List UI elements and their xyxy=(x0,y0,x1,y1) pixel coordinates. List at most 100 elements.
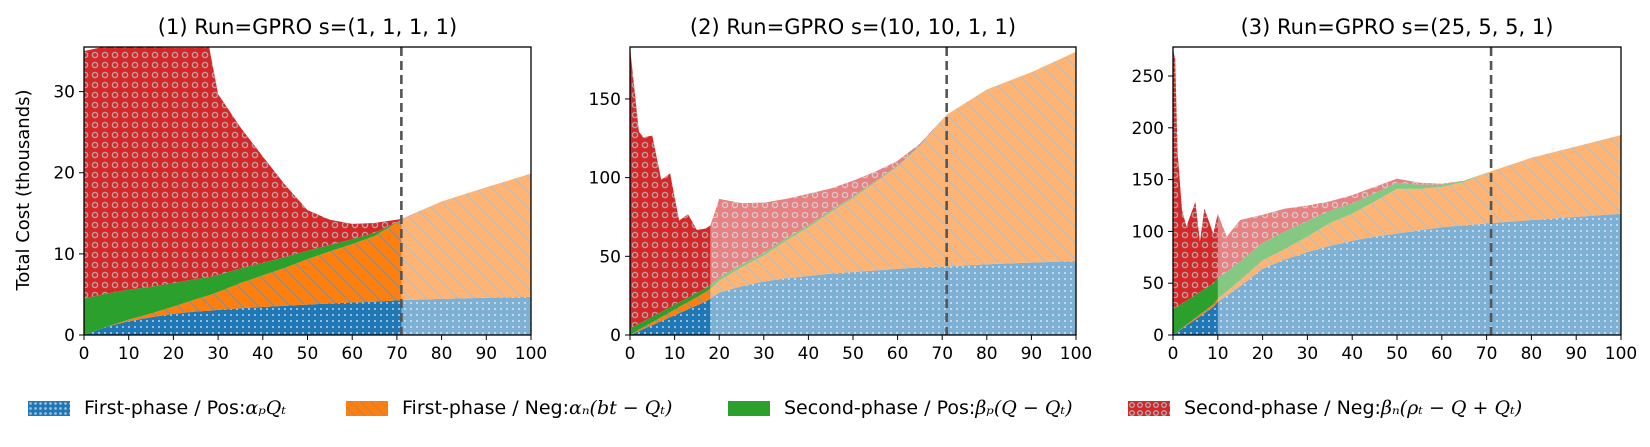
chart-title: (1) Run=GPRO s=(1, 1, 1, 1) xyxy=(158,15,457,39)
area-pattern-first-phase-neg xyxy=(1173,135,1621,335)
legend-swatch-first-phase-pos xyxy=(28,400,70,416)
chart-panel-1: 0 10 20 30 40 50 60 70 80 90 100 0 10 20 30 (1) Run=GPR… xyxy=(53,15,547,364)
area-pattern-first-phase-neg xyxy=(84,173,531,335)
plot-area-3 xyxy=(1173,47,1621,335)
area-first-phase-pos xyxy=(1173,213,1621,335)
x-tick-label: 100 xyxy=(515,344,547,364)
x-tick-label: 80 xyxy=(976,344,998,364)
x-tick-label: 40 xyxy=(252,344,274,364)
y-axis-label: Total Cost (thousands) xyxy=(13,89,34,291)
y-tick-label: 200 xyxy=(1132,119,1164,139)
area-second-phase-pos xyxy=(84,173,531,335)
x-tick-label: 30 xyxy=(207,344,229,364)
x-tick-label: 30 xyxy=(1297,344,1319,364)
area-pattern-first-phase-pos xyxy=(84,296,531,335)
legend-math-second-phase-neg: βₙ(ρₜ − Q + Qₜ) xyxy=(1380,397,1523,419)
plot-area-2 xyxy=(630,47,1076,335)
x-tick-label: 0 xyxy=(625,344,636,364)
legend-swatch-second-phase-pos xyxy=(728,400,770,416)
chart-title: (3) Run=GPRO s=(25, 5, 5, 1) xyxy=(1241,15,1554,39)
x-tick-label: 60 xyxy=(1431,344,1453,364)
x-tick-label: 50 xyxy=(1386,344,1408,364)
faded-region xyxy=(401,47,531,335)
x-tick-label: 20 xyxy=(163,344,185,364)
chart-panel-3: 0 10 20 30 40 50 60 70 80 90 100 0 50 100 150 200 250 (3)… xyxy=(1132,15,1638,364)
legend-label-second-phase-neg: Second-phase / Neg: xyxy=(1184,397,1381,419)
area-pattern-second-phase-neg xyxy=(630,47,1076,329)
x-tick-label: 80 xyxy=(1521,344,1543,364)
area-first-phase-pos xyxy=(84,296,531,335)
faded-region xyxy=(710,47,1076,335)
legend-label-second-phase-pos: Second-phase / Pos: xyxy=(784,397,976,419)
area-pattern-second-phase-neg xyxy=(84,47,531,299)
y-tick-label: 150 xyxy=(589,90,621,110)
area-first-phase-pos xyxy=(630,261,1076,335)
x-tick-label: 60 xyxy=(341,344,363,364)
area-first-phase-neg xyxy=(1173,135,1621,335)
y-tick-label: 20 xyxy=(53,164,75,184)
x-tick-label: 10 xyxy=(664,344,686,364)
area-first-phase-neg xyxy=(630,51,1076,335)
area-pattern-second-phase-neg xyxy=(1173,50,1621,310)
y-tick-label: 50 xyxy=(1142,274,1164,294)
legend-math-second-phase-pos: βₚ(Q − Qₜ) xyxy=(975,397,1073,419)
legend: First-phase / Pos: αₚQₜ First-phase / Ne… xyxy=(28,395,1628,421)
x-tick-label: 20 xyxy=(708,344,730,364)
x-tick-label: 70 xyxy=(931,344,953,364)
area-second-phase-neg xyxy=(630,47,1076,329)
y-tick-label: 0 xyxy=(610,326,621,346)
x-tick-label: 10 xyxy=(1207,344,1229,364)
legend-label-first-phase-pos: First-phase / Pos: xyxy=(84,397,246,419)
y-tick-label: 250 xyxy=(1132,67,1164,87)
x-tick-label: 80 xyxy=(431,344,453,364)
chart-panel-2: 0 10 20 30 40 50 60 70 80 90 100 0 50 100 150 (2) Run=G… xyxy=(589,15,1093,364)
y-tick-label: 10 xyxy=(53,245,75,265)
figure: Total Cost (thousands) 0 10 20 30 40 50 60 70 80… xyxy=(13,15,1638,364)
area-fill-second-phase-pos xyxy=(84,173,531,335)
x-tick-label: 20 xyxy=(1252,344,1274,364)
x-tick-label: 90 xyxy=(1565,344,1587,364)
x-tick-label: 90 xyxy=(1021,344,1043,364)
plot-area-1 xyxy=(84,47,531,335)
area-second-phase-neg xyxy=(84,47,531,299)
legend-item-first-phase-pos: First-phase / Pos: αₚQₜ xyxy=(28,395,286,421)
legend-item-second-phase-pos: Second-phase / Pos: βₚ(Q − Qₜ) xyxy=(728,395,1073,421)
x-tick-label: 50 xyxy=(297,344,319,364)
legend-swatch-second-phase-neg xyxy=(1128,400,1170,416)
x-tick-label: 90 xyxy=(475,344,497,364)
x-tick-label: 40 xyxy=(1341,344,1363,364)
legend-math-first-phase-neg: αₙ(bt − Qₜ) xyxy=(569,397,673,419)
area-second-phase-neg xyxy=(1173,50,1621,310)
area-pattern-first-phase-pos xyxy=(1173,213,1621,335)
x-tick-label: 70 xyxy=(386,344,408,364)
y-tick-label: 0 xyxy=(64,326,75,346)
area-pattern-first-phase-pos xyxy=(630,261,1076,335)
y-tick-label: 150 xyxy=(1132,171,1164,191)
x-tick-label: 100 xyxy=(1060,344,1092,364)
area-fill-second-phase-pos xyxy=(630,51,1076,335)
chart-title: (2) Run=GPRO s=(10, 10, 1, 1) xyxy=(690,15,1016,39)
x-tick-label: 40 xyxy=(798,344,820,364)
legend-math-first-phase-pos: αₚQₜ xyxy=(245,397,287,419)
x-tick-label: 10 xyxy=(118,344,140,364)
area-second-phase-pos xyxy=(630,51,1076,335)
y-tick-label: 50 xyxy=(599,247,621,267)
x-tick-label: 0 xyxy=(79,344,90,364)
legend-item-second-phase-neg: Second-phase / Neg: βₙ(ρₜ − Q + Qₜ) xyxy=(1128,395,1522,421)
faded-region xyxy=(1217,47,1621,335)
legend-swatch-first-phase-neg xyxy=(346,400,388,416)
legend-item-first-phase-neg: First-phase / Neg: αₙ(bt − Qₜ) xyxy=(346,395,672,421)
y-tick-label: 100 xyxy=(589,169,621,189)
x-tick-label: 60 xyxy=(887,344,909,364)
x-tick-label: 100 xyxy=(1605,344,1637,364)
x-tick-label: 30 xyxy=(753,344,775,364)
y-tick-label: 100 xyxy=(1132,222,1164,242)
y-tick-label: 0 xyxy=(1153,326,1164,346)
x-tick-label: 50 xyxy=(842,344,864,364)
area-first-phase-neg xyxy=(84,173,531,335)
legend-label-first-phase-neg: First-phase / Neg: xyxy=(402,397,570,419)
x-tick-label: 70 xyxy=(1476,344,1498,364)
x-tick-label: 0 xyxy=(1168,344,1179,364)
area-pattern-first-phase-neg xyxy=(630,51,1076,335)
y-tick-label: 30 xyxy=(53,83,75,103)
